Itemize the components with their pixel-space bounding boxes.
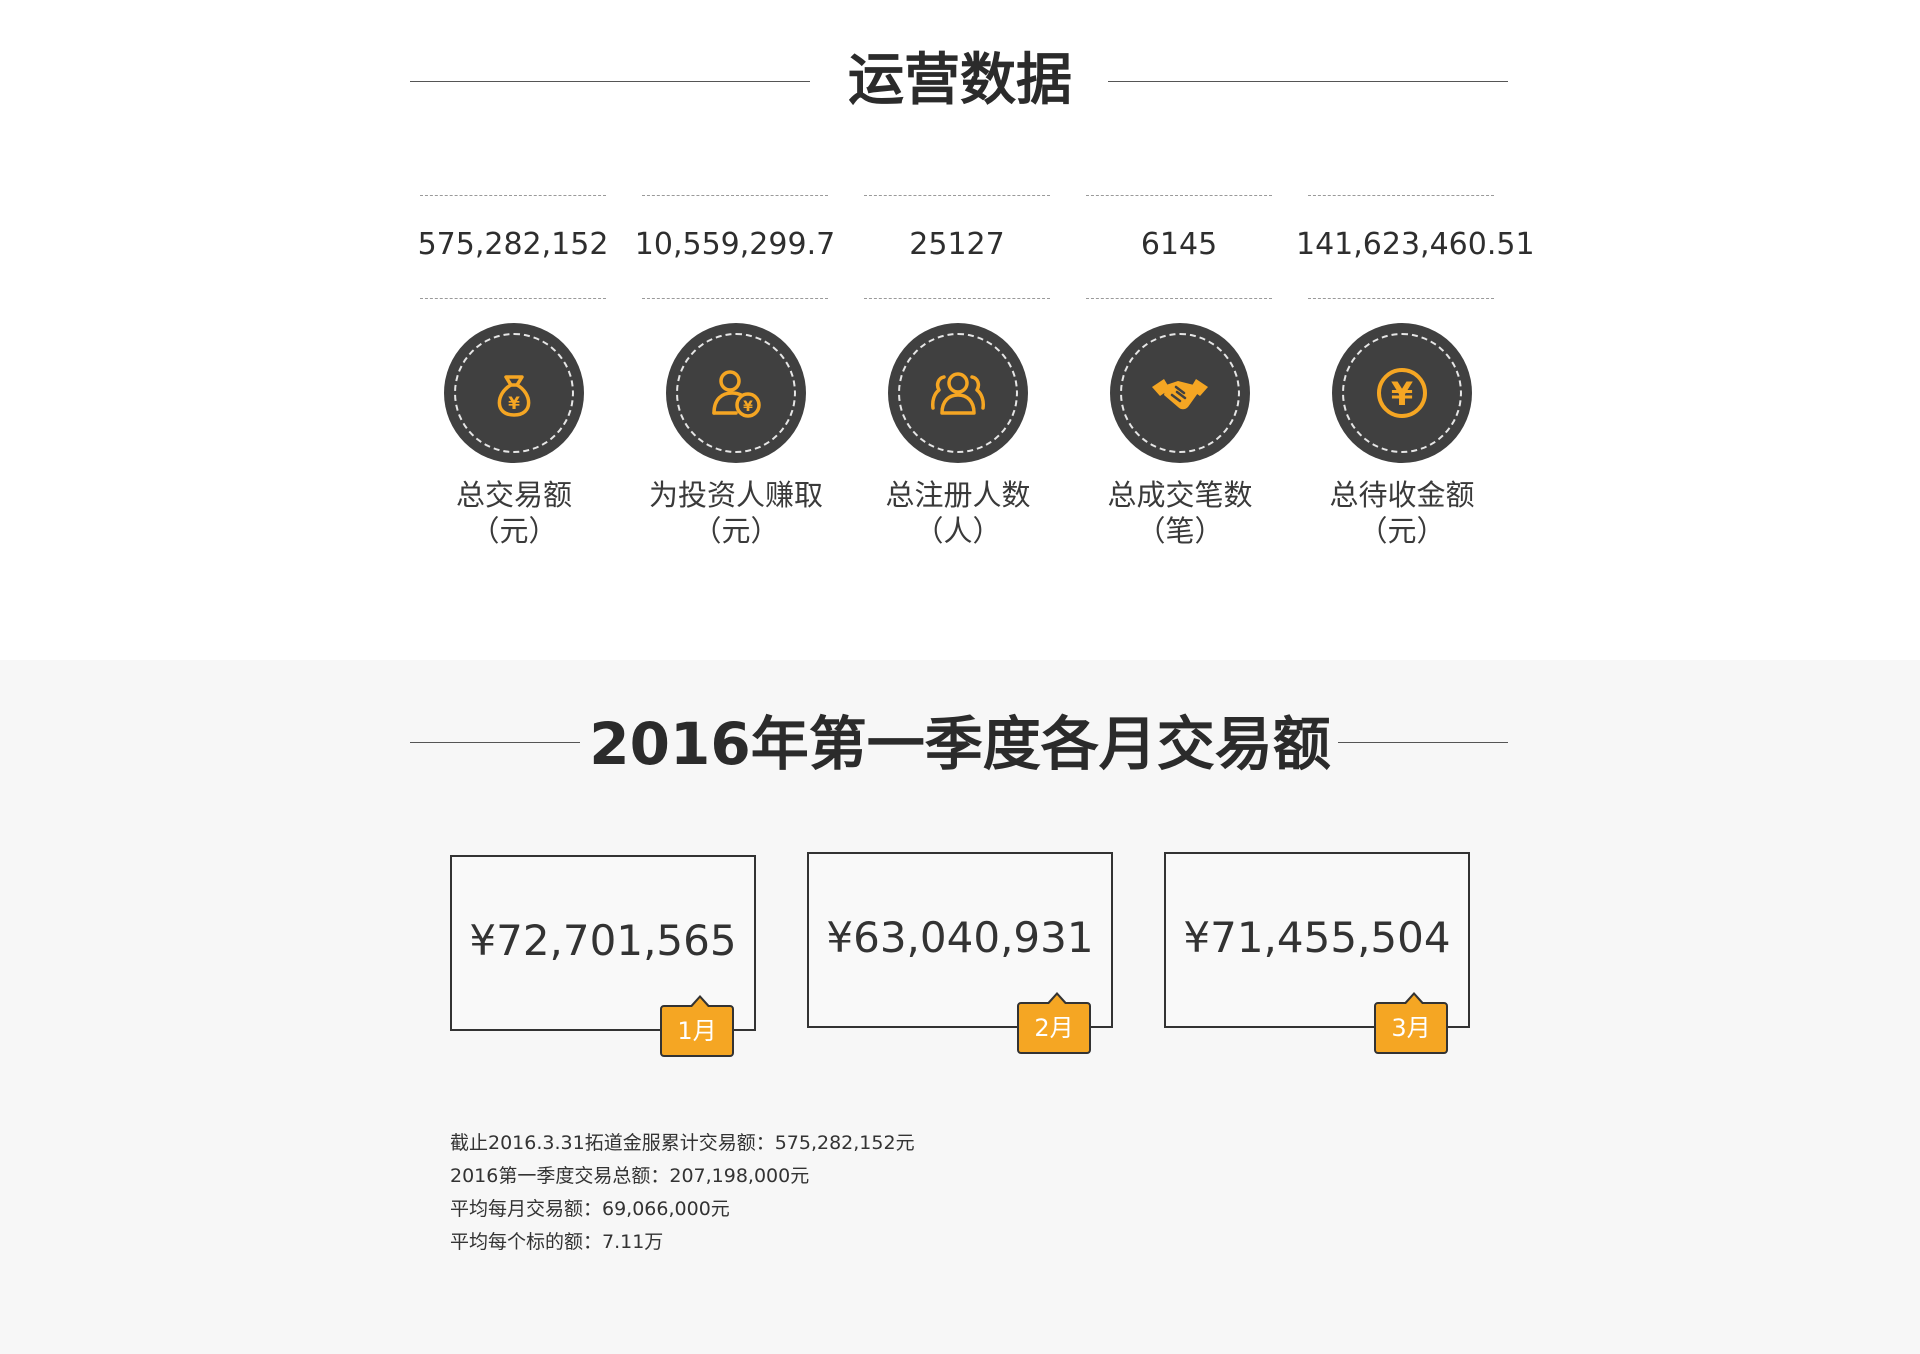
stat-label: 总交易额	[455, 478, 572, 512]
dotted-divider	[420, 298, 606, 299]
svg-text:¥: ¥	[743, 399, 753, 415]
stat-value: 25127	[909, 227, 1005, 262]
month-amount: ¥72,701,565	[469, 916, 737, 965]
month-card-march: ¥71,455,504 3月	[1164, 852, 1470, 1054]
title-divider-right	[1338, 742, 1508, 743]
stat-value: 10,559,299.7	[634, 227, 836, 262]
dotted-divider	[1086, 298, 1272, 299]
summary-average-per-loan: 平均每个标的额：7.11万	[450, 1231, 664, 1253]
dotted-divider	[864, 298, 1050, 299]
operations-title: 运营数据	[848, 48, 1072, 113]
stat-label: 总注册人数	[885, 478, 1031, 512]
dotted-divider	[864, 195, 1050, 196]
users-group-icon	[888, 323, 1028, 463]
stat-value: 141,623,460.51	[1296, 227, 1535, 262]
title-divider-right	[1108, 81, 1508, 82]
handshake-icon	[1110, 323, 1250, 463]
stat-registered-users: 25127 总注册人数 （人）	[852, 195, 1074, 575]
stat-label: 总成交笔数	[1107, 478, 1253, 512]
operations-section: 运营数据 575,282,152 ¥ 总交易额 （元） 10,559,299.7	[0, 0, 1920, 660]
summary-monthly-average: 平均每月交易额：69,066,000元	[450, 1198, 730, 1220]
stat-value: 6145	[1140, 227, 1218, 262]
dotted-divider	[642, 298, 828, 299]
svg-text:¥: ¥	[1391, 375, 1413, 413]
month-card-january: ¥72,701,565 1月	[450, 855, 756, 1057]
stat-unit: （笔）	[1136, 514, 1224, 548]
svg-text:¥: ¥	[508, 394, 520, 414]
investor-earnings-icon: ¥	[666, 323, 806, 463]
stat-total-deals: 6145 总成交笔数 （笔）	[1074, 195, 1296, 575]
stat-total-transaction: 575,282,152 ¥ 总交易额 （元）	[408, 195, 630, 575]
dotted-divider	[1308, 298, 1494, 299]
summary-cumulative: 截止2016.3.31拓道金服累计交易额：575,282,152元	[450, 1132, 915, 1154]
month-tag: 3月	[1374, 992, 1448, 1054]
stat-unit: （元）	[470, 514, 558, 548]
title-divider-left	[410, 742, 580, 743]
q1-title: 2016年第一季度各月交易额	[589, 710, 1331, 778]
dotted-divider	[1308, 195, 1494, 196]
stat-unit: （人）	[914, 514, 1002, 548]
stat-label: 总待收金额	[1329, 478, 1475, 512]
stat-label: 为投资人赚取	[648, 478, 823, 512]
stat-unit: （元）	[1358, 514, 1446, 548]
stat-value: 575,282,152	[417, 227, 609, 262]
title-divider-left	[410, 81, 810, 82]
stat-unit: （元）	[692, 514, 780, 548]
q1-monthly-section: 2016年第一季度各月交易额 ¥72,701,565 1月 ¥63,040,93…	[0, 660, 1920, 1354]
stat-investor-earnings: 10,559,299.7 ¥ 为投资人赚取 （元）	[630, 195, 852, 575]
summary-q1-total: 2016第一季度交易总额：207,198,000元	[450, 1165, 810, 1187]
month-amount: ¥71,455,504	[1183, 913, 1451, 962]
yuan-coin-icon: ¥	[1332, 323, 1472, 463]
month-tag: 2月	[1017, 992, 1091, 1054]
money-bag-icon: ¥	[444, 323, 584, 463]
dotted-divider	[420, 195, 606, 196]
stat-pending-collection: 141,623,460.51 ¥ 总待收金额 （元）	[1296, 195, 1535, 575]
month-amount: ¥63,040,931	[826, 913, 1094, 962]
month-card-february: ¥63,040,931 2月	[807, 852, 1113, 1054]
q1-summary: 截止2016.3.31拓道金服累计交易额：575,282,152元 2016第一…	[450, 1127, 1250, 1259]
month-tag: 1月	[660, 995, 734, 1057]
dotted-divider	[1086, 195, 1272, 196]
dotted-divider	[642, 195, 828, 196]
